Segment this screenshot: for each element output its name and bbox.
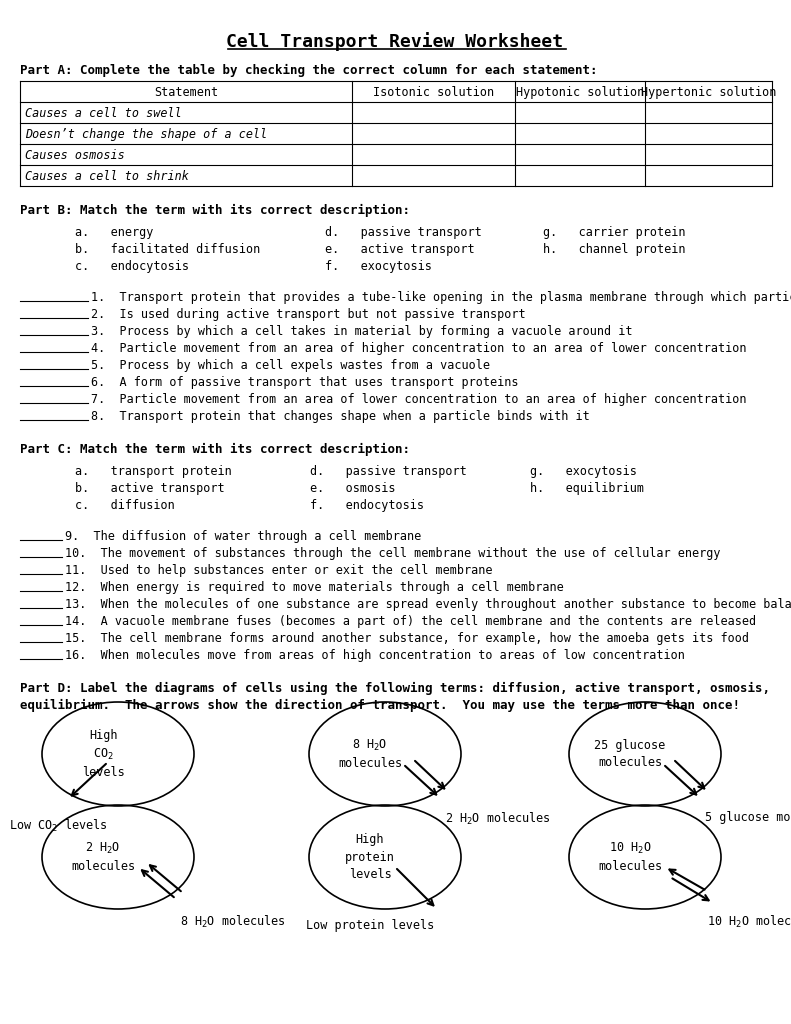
Text: d.   passive transport: d. passive transport	[310, 465, 467, 478]
Text: 7.  Particle movement from an area of lower concentration to an area of higher c: 7. Particle movement from an area of low…	[91, 393, 747, 406]
Text: 13.  When the molecules of one substance are spread evenly throughout another su: 13. When the molecules of one substance …	[65, 598, 791, 611]
Text: 4.  Particle movement from an area of higher concentration to an area of lower c: 4. Particle movement from an area of hig…	[91, 342, 747, 355]
Text: 8 H$_2$O molecules: 8 H$_2$O molecules	[180, 914, 286, 930]
Text: 12.  When energy is required to move materials through a cell membrane: 12. When energy is required to move mate…	[65, 581, 564, 594]
Text: h.   channel protein: h. channel protein	[543, 243, 686, 256]
Text: 2 H$_2$O molecules: 2 H$_2$O molecules	[445, 811, 551, 827]
Text: a.   energy: a. energy	[75, 226, 153, 239]
Text: Causes a cell to shrink: Causes a cell to shrink	[25, 170, 189, 183]
Text: 10 H$_2$O
molecules: 10 H$_2$O molecules	[598, 841, 662, 873]
Text: c.   endocytosis: c. endocytosis	[75, 260, 189, 273]
Text: b.   facilitated diffusion: b. facilitated diffusion	[75, 243, 260, 256]
Text: Hypertonic solution: Hypertonic solution	[641, 86, 776, 99]
Text: e.   active transport: e. active transport	[325, 243, 475, 256]
Text: 10 H$_2$O molecules: 10 H$_2$O molecules	[707, 914, 791, 930]
Text: d.   passive transport: d. passive transport	[325, 226, 482, 239]
Text: Low CO$_2$ levels: Low CO$_2$ levels	[9, 818, 108, 835]
Text: c.   diffusion: c. diffusion	[75, 499, 175, 512]
Text: 11.  Used to help substances enter or exit the cell membrane: 11. Used to help substances enter or exi…	[65, 564, 493, 577]
Text: 5.  Process by which a cell expels wastes from a vacuole: 5. Process by which a cell expels wastes…	[91, 359, 490, 372]
Text: 3.  Process by which a cell takes in material by forming a vacuole around it: 3. Process by which a cell takes in mate…	[91, 325, 633, 338]
Text: Part D: Label the diagrams of cells using the following terms: diffusion, active: Part D: Label the diagrams of cells usin…	[20, 682, 770, 695]
Text: 9.  The diffusion of water through a cell membrane: 9. The diffusion of water through a cell…	[65, 530, 422, 543]
Text: Part A: Complete the table by checking the correct column for each statement:: Part A: Complete the table by checking t…	[20, 63, 597, 77]
Text: equilibrium.  The arrows show the direction of transport.  You may use the terms: equilibrium. The arrows show the directi…	[20, 699, 740, 712]
Text: g.   exocytosis: g. exocytosis	[530, 465, 637, 478]
Text: b.   active transport: b. active transport	[75, 482, 225, 495]
Text: Part C: Match the term with its correct description:: Part C: Match the term with its correct …	[20, 443, 410, 456]
Text: High
protein
levels: High protein levels	[345, 834, 395, 881]
Text: High
CO$_2$
levels: High CO$_2$ levels	[81, 729, 124, 778]
Text: Causes osmosis: Causes osmosis	[25, 150, 125, 162]
Text: 2 H$_2$O
molecules: 2 H$_2$O molecules	[71, 841, 135, 873]
Text: g.   carrier protein: g. carrier protein	[543, 226, 686, 239]
Text: e.   osmosis: e. osmosis	[310, 482, 396, 495]
Text: Causes a cell to swell: Causes a cell to swell	[25, 106, 182, 120]
Text: Isotonic solution: Isotonic solution	[373, 86, 494, 99]
Text: Low protein levels: Low protein levels	[306, 919, 434, 932]
Text: 15.  The cell membrane forms around another substance, for example, how the amoe: 15. The cell membrane forms around anoth…	[65, 632, 749, 645]
Text: a.   transport protein: a. transport protein	[75, 465, 232, 478]
Text: 5 glucose molecules: 5 glucose molecules	[705, 811, 791, 824]
Text: Statement: Statement	[154, 86, 218, 99]
Text: Hypotonic solution: Hypotonic solution	[516, 86, 644, 99]
Text: 1.  Transport protein that provides a tube-like opening in the plasma membrane t: 1. Transport protein that provides a tub…	[91, 291, 791, 304]
Text: 6.  A form of passive transport that uses transport proteins: 6. A form of passive transport that uses…	[91, 376, 518, 389]
Text: 25 glucose
molecules: 25 glucose molecules	[594, 739, 665, 769]
Text: Doesn’t change the shape of a cell: Doesn’t change the shape of a cell	[25, 128, 267, 141]
Text: Cell Transport Review Worksheet: Cell Transport Review Worksheet	[226, 32, 563, 51]
Text: 10.  The movement of substances through the cell membrane without the use of cel: 10. The movement of substances through t…	[65, 547, 721, 560]
Text: 14.  A vacuole membrane fuses (becomes a part of) the cell membrane and the cont: 14. A vacuole membrane fuses (becomes a …	[65, 615, 756, 628]
Text: 16.  When molecules move from areas of high concentration to areas of low concen: 16. When molecules move from areas of hi…	[65, 649, 685, 662]
Text: 8 H$_2$O
molecules: 8 H$_2$O molecules	[338, 738, 402, 770]
Text: 8.  Transport protein that changes shape when a particle binds with it: 8. Transport protein that changes shape …	[91, 410, 590, 423]
Text: h.   equilibrium: h. equilibrium	[530, 482, 644, 495]
Text: 2.  Is used during active transport but not passive transport: 2. Is used during active transport but n…	[91, 308, 526, 321]
Text: f.   endocytosis: f. endocytosis	[310, 499, 424, 512]
Text: f.   exocytosis: f. exocytosis	[325, 260, 432, 273]
Text: Part B: Match the term with its correct description:: Part B: Match the term with its correct …	[20, 204, 410, 217]
